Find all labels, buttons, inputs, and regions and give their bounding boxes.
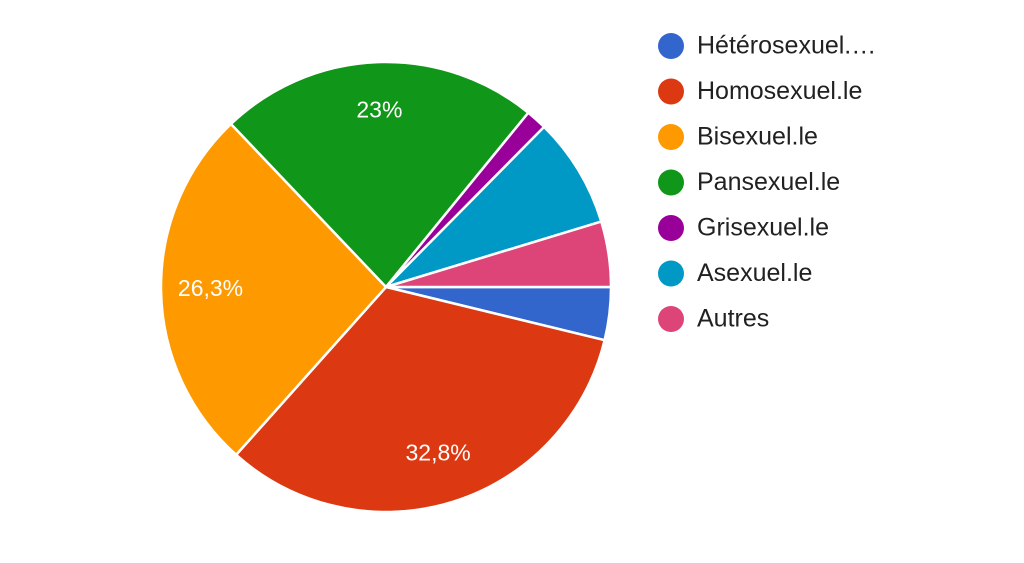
pie-slice (234, 285, 607, 514)
legend-swatch (658, 215, 684, 241)
slice-label: 23% (356, 97, 402, 123)
legend-label: Asexuel.le (697, 259, 812, 287)
legend: Hétérosexuel.… Homosexuel.le Bisexuel.le Pa… (658, 32, 876, 333)
pie-slice (159, 122, 388, 457)
legend-swatch (658, 124, 684, 150)
legend-swatch (658, 33, 684, 59)
legend-label: Hétérosexuel.… (697, 32, 876, 60)
pie-slice (385, 219, 613, 289)
slice-label: 32,8% (406, 440, 471, 466)
legend-swatch (658, 169, 684, 196)
legend-label: Bisexuel.le (697, 123, 818, 151)
pie (159, 60, 613, 514)
legend-label: Homosexuel.le (697, 77, 862, 105)
legend-label: Grisexuel.le (697, 214, 829, 242)
pie-slice (385, 125, 603, 289)
legend-swatch (658, 78, 684, 105)
legend-swatch (658, 306, 684, 332)
slice-label: 26,3% (178, 275, 243, 301)
legend-label: Autres (697, 305, 769, 333)
slice-labels: 32,8% 26,3% 23% (178, 97, 471, 466)
legend-swatch (658, 260, 684, 287)
legend-label: Pansexuel.le (697, 168, 840, 196)
pie-slice (229, 60, 531, 289)
